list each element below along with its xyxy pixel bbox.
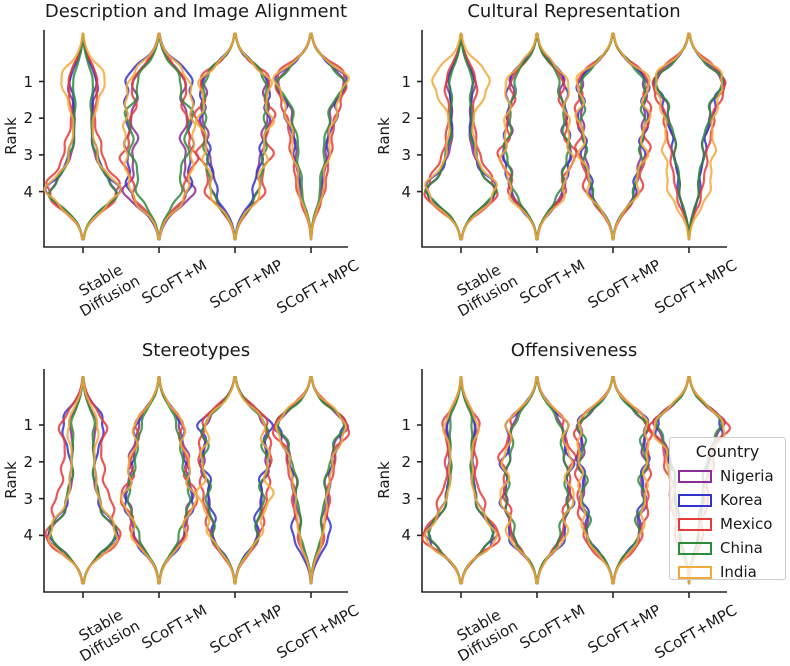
- violin-india-scoft-mpc: [272, 32, 350, 241]
- violin-mexico-stable-diffusion: [423, 32, 499, 241]
- violin-mexico-scoft-mpc: [651, 32, 727, 241]
- subplot-title-cultural-representation: Cultural Representation: [467, 1, 681, 22]
- violin-india-stable-diffusion: [424, 376, 498, 585]
- violin-india-scoft-mp: [576, 376, 650, 585]
- violin-china-scoft-m: [504, 376, 570, 585]
- y-tick-label: 3: [401, 489, 411, 508]
- violin-korea-scoft-m: [123, 32, 195, 241]
- violin-india-scoft-m: [120, 376, 198, 585]
- y-tick-label: 3: [23, 489, 33, 508]
- violin-nigeria-stable-diffusion: [423, 376, 499, 585]
- y-tick-label: 2: [23, 452, 33, 471]
- legend-label: India: [720, 563, 757, 581]
- violin-china-scoft-m: [126, 376, 192, 585]
- legend: Country Nigeria Korea Mexico China India: [669, 437, 786, 582]
- violin-nigeria-scoft-mp: [199, 32, 271, 241]
- legend-item-nigeria: Nigeria: [678, 466, 777, 486]
- violin-mexico-scoft-m: [118, 32, 200, 241]
- violin-india-scoft-mp: [574, 32, 652, 241]
- violin-korea-scoft-mp: [198, 32, 272, 241]
- violin-china-scoft-mp: [201, 32, 269, 241]
- china-swatch-icon: [678, 541, 712, 555]
- violin-mexico-scoft-mpc: [271, 376, 351, 585]
- y-tick-label: 1: [401, 416, 411, 434]
- violin-mexico-stable-diffusion: [45, 32, 121, 241]
- violin-india-scoft-m: [121, 32, 197, 241]
- nigeria-swatch-icon: [678, 469, 712, 483]
- violin-nigeria-scoft-m: [501, 32, 573, 241]
- violin-india-scoft-mp: [195, 376, 275, 585]
- violin-mexico-stable-diffusion: [44, 376, 122, 585]
- violin-india-scoft-mpc: [275, 376, 347, 585]
- violin-india-stable-diffusion: [47, 376, 119, 585]
- india-swatch-icon: [678, 565, 712, 579]
- violin-mexico-scoft-mpc: [274, 32, 348, 241]
- legend-item-korea: Korea: [678, 490, 777, 510]
- y-tick-label: 3: [401, 145, 411, 164]
- violin-china-scoft-m: [502, 32, 572, 241]
- y-tick-label: 1: [23, 416, 33, 434]
- violin-korea-scoft-m: [123, 376, 195, 585]
- y-tick-label: 4: [401, 182, 411, 201]
- y-tick-label: 4: [401, 526, 411, 545]
- y-tick-label: 2: [401, 452, 411, 471]
- violin-mexico-scoft-m: [119, 376, 199, 585]
- legend-item-mexico: Mexico: [678, 514, 777, 534]
- violin-nigeria-scoft-m: [502, 376, 572, 585]
- legend-title: Country: [695, 442, 760, 461]
- violin-nigeria-scoft-mpc: [272, 376, 350, 585]
- violin-china-scoft-mp: [576, 376, 650, 585]
- subplot-title-description-and-image-alignment: Description and Image Alignment: [44, 1, 348, 22]
- mexico-swatch-icon: [678, 517, 712, 531]
- legend-item-india: India: [678, 562, 777, 582]
- violin-mexico-stable-diffusion: [421, 376, 501, 585]
- violin-korea-stable-diffusion: [44, 32, 122, 241]
- y-tick-label: 2: [401, 109, 411, 128]
- violin-india-scoft-mp: [195, 32, 275, 241]
- subplot-title-stereotypes: Stereotypes: [141, 340, 251, 361]
- korea-swatch-icon: [678, 493, 712, 507]
- legend-label: Korea: [720, 491, 763, 509]
- y-tick-label: 1: [23, 72, 33, 91]
- y-tick-label: 3: [23, 145, 33, 164]
- violin-india-scoft-m: [499, 376, 575, 585]
- y-tick-label: 4: [23, 182, 33, 201]
- legend-label: Mexico: [720, 515, 773, 533]
- violin-india-scoft-mpc: [654, 32, 724, 241]
- violin-china-scoft-m: [123, 32, 195, 241]
- subplot-title-offensiveness: Offensiveness: [510, 340, 638, 361]
- violin-korea-scoft-mp: [575, 32, 651, 241]
- violin-mexico-scoft-mp: [573, 32, 653, 241]
- violin-korea-scoft-m: [502, 32, 572, 241]
- legend-label: China: [720, 539, 763, 557]
- violin-india-scoft-m: [498, 32, 576, 241]
- y-tick-label: 2: [23, 109, 33, 128]
- violin-india-stable-diffusion: [424, 32, 498, 241]
- violin-korea-scoft-m: [498, 376, 576, 585]
- violin-nigeria-scoft-m: [123, 376, 195, 585]
- legend-label: Nigeria: [720, 467, 774, 485]
- violin-india-stable-diffusion: [43, 32, 123, 241]
- y-tick-label: 4: [23, 526, 33, 545]
- y-tick-label: 1: [401, 72, 411, 91]
- violin-mexico-scoft-mp: [197, 376, 273, 585]
- legend-item-china: China: [678, 538, 777, 558]
